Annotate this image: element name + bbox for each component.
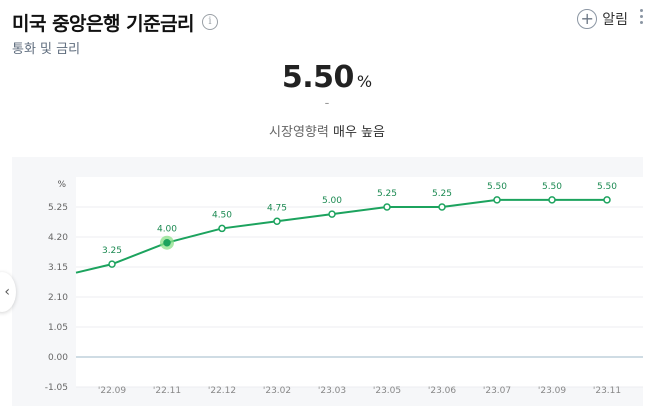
title-row: 미국 중앙은행 기준금리 i (12, 8, 219, 36)
rate-unit: % (356, 72, 373, 91)
data-label: 5.50 (487, 182, 507, 192)
data-point (218, 224, 226, 233)
x-tick-label: '23.09 (538, 386, 567, 396)
plot-panel (76, 177, 643, 387)
category-subtitle: 통화 및 금리 (12, 42, 81, 57)
data-point (108, 260, 116, 268)
y-tick-label: 2.10 (48, 293, 68, 303)
data-label: 3.25 (102, 246, 122, 256)
x-tick-label: '22.12 (208, 386, 236, 396)
data-label: 4.00 (157, 225, 177, 235)
data-point (603, 196, 611, 204)
y-tick-label: 3.15 (48, 263, 68, 273)
chevron-left-icon: ‹ (4, 284, 10, 300)
x-tick-label: '23.06 (428, 386, 457, 396)
rate-change: - (324, 96, 330, 111)
x-tick-label: '23.02 (263, 386, 291, 396)
x-tick-label: '23.03 (318, 386, 346, 396)
x-tick-label: '23.05 (373, 386, 401, 396)
x-tick-label: '22.11 (153, 386, 181, 396)
data-label: 5.50 (597, 182, 617, 192)
data-point (273, 217, 281, 226)
y-axis-unit-label: % (57, 180, 66, 190)
alarm-button[interactable]: + 알림 (577, 9, 628, 29)
more-options-icon[interactable] (640, 9, 644, 24)
y-tick-label: 0.00 (48, 353, 68, 363)
page-title: 미국 중앙은행 기준금리 (12, 12, 195, 35)
data-label: 4.50 (212, 210, 232, 220)
data-label: 5.25 (377, 189, 397, 199)
data-label: 5.25 (432, 189, 452, 199)
data-point (438, 203, 446, 211)
info-icon[interactable]: i (202, 14, 219, 30)
x-tick-label: '23.07 (483, 386, 511, 396)
y-tick-label: 4.20 (48, 233, 68, 243)
x-tick-label: '22.09 (98, 386, 127, 396)
alarm-label: 알림 (602, 12, 628, 28)
data-label: 4.75 (267, 203, 287, 213)
chart-area: % 5.25 4.20 3.15 2.10 1.05 0.00 -1.05 '22.09 '22.… (12, 157, 643, 406)
data-point (328, 210, 336, 218)
data-point (493, 196, 501, 204)
influence-level: 매우 (332, 125, 357, 140)
data-point (383, 203, 391, 211)
influence-value: 높음 (361, 125, 385, 140)
rate-value-row: 5.50% (0, 60, 654, 95)
rate-line-chart: % 5.25 4.20 3.15 2.10 1.05 0.00 -1.05 '22.09 '22.… (45, 177, 643, 396)
y-tick-label: 5.25 (48, 203, 68, 213)
data-point (163, 238, 171, 247)
influence-prefix: 시장영향력 (269, 125, 329, 140)
chart-prev-button[interactable]: ‹ (0, 272, 16, 312)
market-influence: 시장영향력 매우 높음 (0, 121, 654, 140)
x-tick-label: '23.11 (593, 386, 621, 396)
rate-value: 5.50 (281, 60, 355, 95)
data-label: 5.00 (322, 196, 342, 206)
data-point (548, 196, 556, 204)
plus-icon: + (577, 9, 598, 29)
y-tick-label: -1.05 (45, 383, 68, 393)
data-label: 5.50 (542, 182, 562, 192)
y-tick-label: 1.05 (48, 323, 68, 333)
